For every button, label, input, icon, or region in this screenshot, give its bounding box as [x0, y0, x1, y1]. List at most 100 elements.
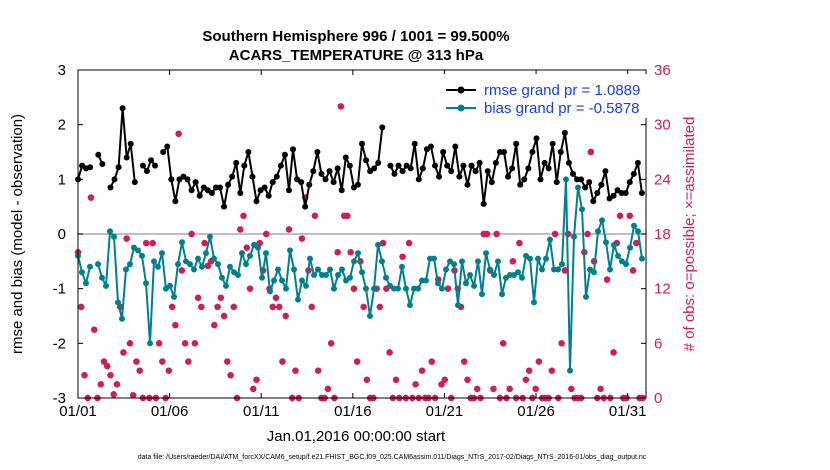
- bias-point: [559, 261, 565, 268]
- bias-point: [243, 261, 249, 268]
- rmse-point: [253, 198, 260, 205]
- obs-assimilated-marker: [136, 367, 143, 374]
- x-tick-label: 01/01: [59, 403, 97, 420]
- bias-point: [115, 299, 121, 306]
- obs-assimilated-marker: [159, 358, 166, 365]
- obs-assimilated-marker: [480, 230, 487, 238]
- bias-point: [407, 302, 413, 309]
- bias-point: [403, 285, 409, 292]
- bias-point: [571, 233, 577, 240]
- obs-assimilated-marker: [227, 372, 234, 379]
- bias-point: [315, 266, 321, 273]
- bias-point: [159, 250, 165, 257]
- rmse-point: [476, 159, 483, 166]
- rmse-point: [87, 164, 94, 171]
- obs-assimilated-marker: [584, 230, 591, 238]
- rmse-point: [586, 179, 593, 186]
- obs-assimilated-marker: [285, 226, 293, 233]
- rmse-point: [152, 162, 159, 169]
- rmse-point: [419, 165, 426, 172]
- bias-point: [107, 228, 113, 235]
- obs-assimilated-marker: [250, 385, 257, 393]
- x-tick-label: 01/31: [609, 403, 647, 420]
- obs-assimilated-marker: [100, 358, 108, 365]
- rmse-point: [541, 159, 548, 166]
- rmse-point: [363, 157, 370, 164]
- obs-assimilated-marker: [116, 303, 124, 311]
- obs-assimilated-marker: [217, 294, 225, 301]
- bias-point: [327, 266, 333, 273]
- y-tick-label: 3: [58, 62, 66, 79]
- rmse-point: [537, 176, 544, 183]
- obs-assimilated-marker: [204, 262, 212, 270]
- bias-point: [547, 236, 553, 243]
- rmse-point: [630, 170, 637, 177]
- legend-bias-label: bias grand pr = -0.5878: [484, 100, 640, 117]
- rmse-point: [590, 198, 597, 205]
- bias-point: [499, 291, 505, 298]
- obs-assimilated-marker: [360, 303, 367, 311]
- obs-assimilated-marker: [525, 367, 533, 374]
- y-tick-label: 0: [58, 226, 66, 243]
- obs-assimilated-marker: [558, 340, 565, 347]
- rmse-point: [501, 149, 507, 155]
- obs-assimilated-marker: [474, 385, 481, 393]
- obs-assimilated-marker: [165, 367, 173, 374]
- rmse-point: [553, 179, 560, 186]
- bias-point: [627, 244, 633, 251]
- bias-point: [531, 299, 537, 306]
- rmse-point: [314, 149, 321, 155]
- rmse-point: [237, 190, 244, 196]
- obs-assimilated-marker: [383, 285, 390, 292]
- rmse-point: [440, 149, 447, 155]
- bias-point: [463, 280, 469, 287]
- obs-assimilated-marker: [633, 239, 640, 247]
- bias-point: [479, 291, 485, 298]
- bias-point: [259, 274, 265, 281]
- rmse-point: [229, 173, 236, 180]
- obs-assimilated-marker: [597, 385, 604, 393]
- y-axis-label: rmse and bias (model - observation): [9, 114, 26, 354]
- bias-point: [395, 285, 401, 292]
- bias-point: [543, 255, 549, 262]
- obs-assimilated-marker: [107, 372, 114, 379]
- bias-point: [267, 288, 273, 295]
- rmse-point: [184, 176, 191, 183]
- bias-point: [635, 228, 641, 235]
- obs-assimilated-marker: [499, 340, 507, 347]
- obs-assimilated-marker: [399, 253, 406, 260]
- obs-assimilated-marker: [506, 385, 513, 393]
- rmse-point: [448, 168, 455, 175]
- bias-point: [555, 266, 561, 273]
- bias-point: [235, 272, 241, 278]
- rmse-point: [164, 143, 171, 150]
- bias-point: [167, 282, 173, 289]
- bias-point: [339, 266, 345, 273]
- obs-assimilated-marker: [263, 230, 270, 238]
- bias-point: [431, 255, 437, 262]
- obs-assimilated-marker: [198, 303, 205, 311]
- obs-assimilated-marker: [282, 312, 289, 320]
- obs-assimilated-marker: [253, 376, 260, 383]
- bias-point: [583, 293, 589, 300]
- rmse-point: [432, 162, 439, 169]
- obs-assimilated-marker: [522, 376, 530, 383]
- rmse-point: [411, 140, 418, 147]
- obs-assimilated-marker: [483, 230, 491, 238]
- rmse-point: [517, 181, 524, 188]
- bias-point: [603, 239, 609, 246]
- obs-assimilated-marker: [168, 303, 176, 311]
- y2-tick-label: 36: [654, 62, 671, 79]
- bias-point: [367, 313, 373, 319]
- rmse-point: [545, 165, 552, 172]
- bias-point: [307, 255, 313, 262]
- bias-point: [135, 247, 141, 254]
- obs-assimilated-marker: [418, 367, 426, 374]
- obs-assimilated-marker: [551, 230, 559, 238]
- rmse-point: [225, 181, 232, 188]
- rmse-point: [569, 170, 576, 177]
- rmse-point: [598, 181, 605, 188]
- bias-point: [299, 277, 305, 284]
- obs-assimilated-marker: [256, 239, 263, 247]
